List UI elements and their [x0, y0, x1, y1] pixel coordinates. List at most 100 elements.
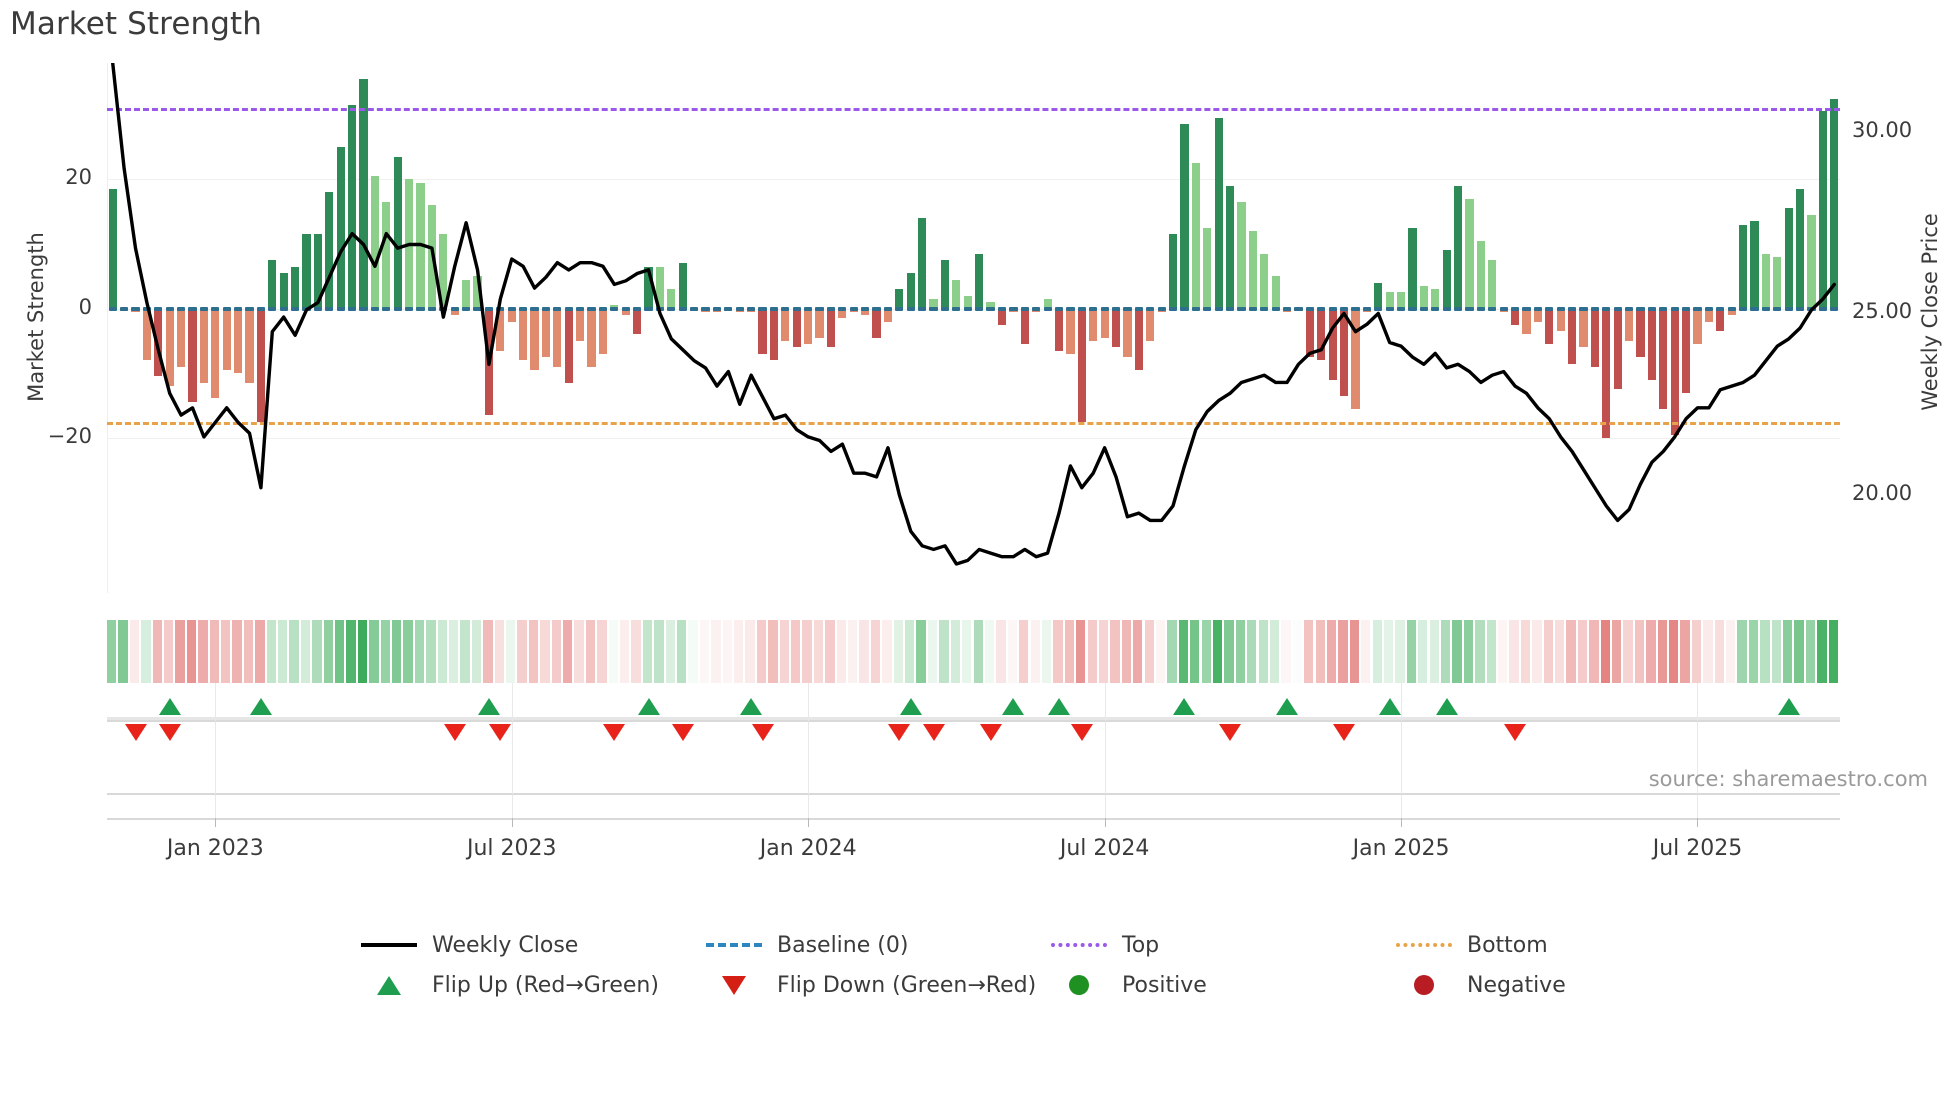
heatmap-cell [1703, 620, 1713, 683]
strength-bar [234, 308, 243, 374]
legend-dotted-line-icon [1050, 943, 1108, 947]
heatmap-cell [791, 620, 801, 683]
strength-bar [302, 234, 311, 309]
heatmap-cell [1372, 620, 1382, 683]
x-tick-label: Jan 2023 [166, 836, 264, 861]
strength-bar [530, 308, 539, 370]
heatmap-cell [506, 620, 516, 683]
baseline-marker [610, 306, 619, 311]
baseline-marker [1339, 306, 1349, 311]
strength-bar [1100, 308, 1109, 338]
baseline-marker [1385, 306, 1394, 311]
heatmap-cell [1589, 620, 1599, 683]
strength-bar [1066, 308, 1075, 354]
baseline-marker [245, 306, 254, 311]
x-tick-mark [511, 818, 513, 827]
strength-bar [1613, 308, 1622, 390]
flip-down-marker [158, 724, 181, 741]
heatmap-cell [232, 620, 242, 683]
top-reference-line [107, 108, 1840, 112]
baseline-marker [929, 306, 938, 311]
flip-down-marker [888, 724, 911, 741]
flip-down-marker [603, 724, 626, 741]
legend-item[interactable]: Negative [1395, 973, 1566, 998]
heatmap-cell [1087, 620, 1097, 683]
legend-item[interactable]: Positive [1050, 973, 1207, 998]
baseline-marker [1328, 306, 1337, 311]
baseline-marker [804, 306, 813, 311]
strength-bar [667, 289, 676, 309]
y-axis-right-title: Weekly Close Price [1918, 213, 1942, 411]
source-note: source: sharemaestro.com [1648, 767, 1928, 791]
heatmap-cell [164, 620, 174, 683]
strength-heatmap-strip [107, 620, 1840, 683]
baseline-marker [268, 306, 277, 311]
legend-item[interactable]: Flip Up (Red→Green) [360, 973, 659, 998]
heatmap-cell [916, 620, 926, 683]
y-right-tick-label: 30.00 [1852, 117, 1913, 142]
heatmap-cell [152, 620, 162, 683]
strength-bar [1214, 117, 1223, 309]
baseline-marker [701, 306, 710, 311]
heatmap-cell [1782, 620, 1793, 683]
heatmap-cell [437, 620, 447, 683]
legend-swatch [1396, 943, 1452, 947]
heatmap-cell [677, 620, 687, 683]
strength-bar [1237, 201, 1246, 309]
heatmap-cell [836, 620, 847, 683]
baseline-marker [1727, 306, 1736, 311]
baseline-marker [975, 306, 984, 311]
baseline-marker [165, 306, 174, 311]
heatmap-cell [642, 620, 653, 683]
strength-bar [450, 308, 459, 316]
strength-bar [142, 308, 151, 361]
strength-bar [678, 263, 687, 309]
panel-divider [107, 720, 1840, 722]
baseline-marker [895, 306, 904, 311]
chart-legend: Weekly Close Baseline (0) Top Bottom Flip Up… [360, 925, 1630, 1005]
strength-bar [758, 308, 767, 354]
baseline-marker [963, 306, 972, 311]
baseline-marker [382, 306, 391, 311]
x-tick-mark [1697, 818, 1699, 827]
baseline-marker [1419, 306, 1428, 311]
legend-item[interactable]: Flip Down (Green→Red) [705, 973, 1036, 998]
heatmap-cell [129, 620, 140, 683]
heatmap-cell [1201, 620, 1211, 683]
baseline-marker [1146, 306, 1155, 311]
legend-item[interactable]: Top [1050, 933, 1159, 958]
x-tick-label: Jul 2023 [466, 836, 557, 861]
strength-bar [1089, 308, 1098, 341]
heatmap-cell [1554, 620, 1565, 683]
panel-vertical-tick [215, 722, 217, 794]
baseline-marker [838, 306, 847, 311]
baseline-marker [1761, 306, 1770, 311]
strength-bar [382, 201, 391, 309]
legend-item[interactable]: Bottom [1395, 933, 1548, 958]
strength-bar [1260, 253, 1269, 309]
baseline-marker [1830, 306, 1839, 311]
baseline-marker [1123, 306, 1132, 311]
strength-bar [769, 308, 779, 361]
legend-item[interactable]: Baseline (0) [705, 933, 908, 958]
heatmap-cell [1269, 620, 1280, 683]
baseline-marker [1191, 306, 1200, 311]
baseline-marker [177, 306, 186, 311]
strength-bar [1545, 308, 1554, 345]
strength-bar [1590, 308, 1599, 367]
y-left-tick-label: 0 [78, 294, 92, 319]
x-axis-line [107, 818, 1840, 820]
strength-bar [1419, 285, 1428, 309]
heatmap-cell [1326, 620, 1337, 683]
strength-bar [1305, 308, 1314, 358]
flip-up-marker [740, 698, 763, 715]
flip-down-marker [1070, 724, 1093, 741]
baseline-marker [1168, 306, 1178, 311]
legend-item[interactable]: Weekly Close [360, 933, 578, 958]
heatmap-cell [551, 620, 561, 683]
y-left-tick-label: −20 [47, 423, 92, 448]
strength-bar [1738, 224, 1748, 309]
strength-bar [883, 308, 893, 322]
legend-swatch [377, 975, 401, 995]
